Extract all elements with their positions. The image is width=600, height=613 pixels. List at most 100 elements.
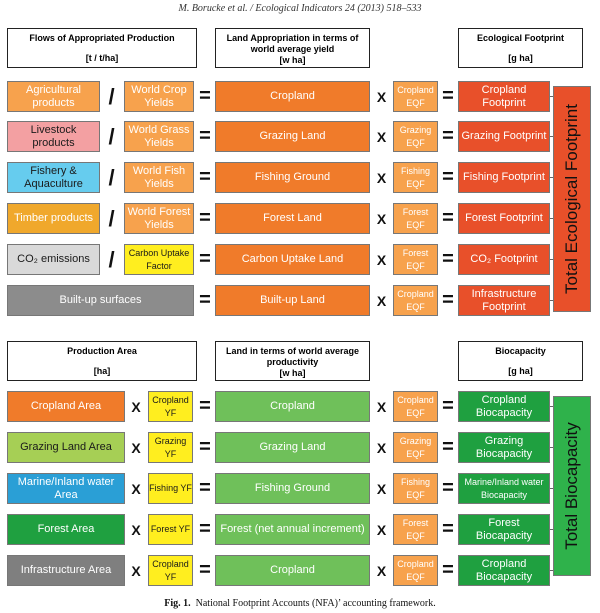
bottom-equals-b-4: = — [442, 559, 454, 581]
bottom-times-a-4: X — [131, 562, 141, 579]
top-eqf-5: Cropland EQF — [393, 285, 438, 316]
top-result-4: CO₂ Footprint — [458, 244, 550, 275]
top-production-3: Timber products — [7, 203, 100, 234]
top-production-5: Built-up surfaces — [7, 285, 194, 316]
top-land-5: Built-up Land — [215, 285, 370, 316]
top-result-2: Fishing Footprint — [458, 162, 550, 193]
bottom-land-0: Cropland — [215, 391, 370, 422]
bottom-header-biocapacity-title: Biocapacity — [495, 346, 546, 356]
bottom-eqf-1: Grazing EQF — [393, 432, 438, 463]
bottom-land-4: Cropland — [215, 555, 370, 586]
top-eqf-4: Forest EQF — [393, 244, 438, 275]
top-times-1: X — [376, 128, 387, 145]
bottom-area-2: Marine/Inland water Area — [7, 473, 125, 504]
top-times-0: X — [376, 88, 387, 105]
bottom-header-biocapacity-unit: [g ha] — [508, 366, 533, 376]
top-divide-1: / — [108, 123, 115, 149]
bottom-times-b-3: X — [376, 521, 387, 538]
bottom-equals-b-1: = — [442, 436, 454, 458]
bottom-result-4: Cropland Biocapacity — [458, 555, 550, 586]
top-production-0: Agricultural products — [7, 81, 100, 112]
bottom-equals-b-2: = — [442, 477, 454, 499]
bottom-land-1: Grazing Land — [215, 432, 370, 463]
bottom-times-b-0: X — [376, 398, 387, 415]
bottom-yf-0: Cropland YF — [148, 391, 193, 422]
top-factor-0: World Crop Yields — [124, 81, 194, 112]
top-header-footprint-unit: [g ha] — [508, 53, 533, 63]
bottom-times-b-4: X — [376, 562, 387, 579]
bottom-equals-b-3: = — [442, 518, 454, 540]
bottom-result-0: Cropland Biocapacity — [458, 391, 550, 422]
top-header-land: Land Appropriation in terms of world ave… — [215, 28, 370, 68]
top-land-1: Grazing Land — [215, 121, 370, 152]
top-equals-a-1: = — [199, 125, 211, 147]
top-result-3: Forest Footprint — [458, 203, 550, 234]
top-header-footprint: Ecological Footprint [g ha] — [458, 28, 583, 68]
bottom-times-a-0: X — [131, 398, 141, 415]
top-production-1: Livestock products — [7, 121, 100, 152]
top-eqf-3: Forest EQF — [393, 203, 438, 234]
top-header-production-unit: [t / t/ha] — [85, 53, 119, 63]
top-land-4: Carbon Uptake Land — [215, 244, 370, 275]
top-land-3: Forest Land — [215, 203, 370, 234]
top-equals-b-2: = — [442, 166, 454, 188]
top-equals-b-3: = — [442, 207, 454, 229]
bottom-equals-b-0: = — [442, 395, 454, 417]
top-divide-3: / — [108, 205, 115, 231]
figure-number: Fig. 1. — [164, 598, 191, 609]
top-header-production-title: Flows of Appropriated Production — [29, 33, 175, 43]
bottom-equals-a-3: = — [199, 518, 211, 540]
bottom-times-b-2: X — [376, 480, 387, 497]
bottom-result-3: Forest Biocapacity — [458, 514, 550, 545]
top-result-0: Cropland Footprint — [458, 81, 550, 112]
bottom-header-production-area-title: Production Area — [67, 346, 137, 356]
top-times-5: X — [376, 292, 387, 309]
top-divide-0: / — [108, 83, 115, 109]
bottom-times-a-1: X — [131, 439, 141, 456]
bottom-eqf-3: Forest EQF — [393, 514, 438, 545]
bottom-area-3: Forest Area — [7, 514, 125, 545]
top-eqf-1: Grazing EQF — [393, 121, 438, 152]
top-header-land-title: Land Appropriation in terms of world ave… — [226, 33, 359, 54]
bottom-result-2: Marine/Inland water Biocapacity — [458, 473, 550, 504]
journal-header: M. Borucke et al. / Ecological Indicator… — [178, 3, 422, 14]
bottom-result-1: Grazing Biocapacity — [458, 432, 550, 463]
top-land-0: Cropland — [215, 81, 370, 112]
top-eqf-0: Cropland EQF — [393, 81, 438, 112]
top-divide-2: / — [108, 164, 115, 190]
top-equals-a-0: = — [199, 85, 211, 107]
top-equals-b-5: = — [442, 289, 454, 311]
top-equals-a-2: = — [199, 166, 211, 188]
top-equals-b-4: = — [442, 248, 454, 270]
bottom-header-land: Land in terms of world average productiv… — [215, 341, 370, 381]
top-factor-4: Carbon Uptake Factor — [124, 244, 194, 275]
top-equals-b-0: = — [442, 85, 454, 107]
figure-caption-text: National Footprint Accounts (NFA)’ accou… — [195, 598, 436, 609]
top-factor-1: World Grass Yields — [124, 121, 194, 152]
top-divide-4: / — [108, 246, 115, 272]
top-equals-a-3: = — [199, 207, 211, 229]
bottom-eqf-4: Cropland EQF — [393, 555, 438, 586]
bottom-eqf-0: Cropland EQF — [393, 391, 438, 422]
bottom-header-land-title: Land in terms of world average productiv… — [225, 346, 360, 367]
top-eqf-2: Fishing EQF — [393, 162, 438, 193]
top-production-2: Fishery & Aquaculture — [7, 162, 100, 193]
bottom-header-biocapacity: Biocapacity [g ha] — [458, 341, 583, 381]
bottom-header-land-unit: [w ha] — [279, 368, 306, 378]
top-factor-2: World Fish Yields — [124, 162, 194, 193]
bottom-land-2: Fishing Ground — [215, 473, 370, 504]
top-times-2: X — [376, 169, 387, 186]
bottom-yf-4: Cropland YF — [148, 555, 193, 586]
bottom-times-b-1: X — [376, 439, 387, 456]
bottom-eqf-2: Fishing EQF — [393, 473, 438, 504]
figure-caption: Fig. 1. National Footprint Accounts (NFA… — [0, 598, 600, 609]
bottom-area-1: Grazing Land Area — [7, 432, 125, 463]
bottom-yf-1: Grazing YF — [148, 432, 193, 463]
bottom-area-4: Infrastructure Area — [7, 555, 125, 586]
top-total-ecological-footprint: Total Ecological Footprint — [553, 86, 591, 312]
bottom-times-a-3: X — [131, 521, 141, 538]
top-factor-3: World Forest Yields — [124, 203, 194, 234]
bottom-yf-2: Fishing YF — [148, 473, 193, 504]
top-times-3: X — [376, 210, 387, 227]
